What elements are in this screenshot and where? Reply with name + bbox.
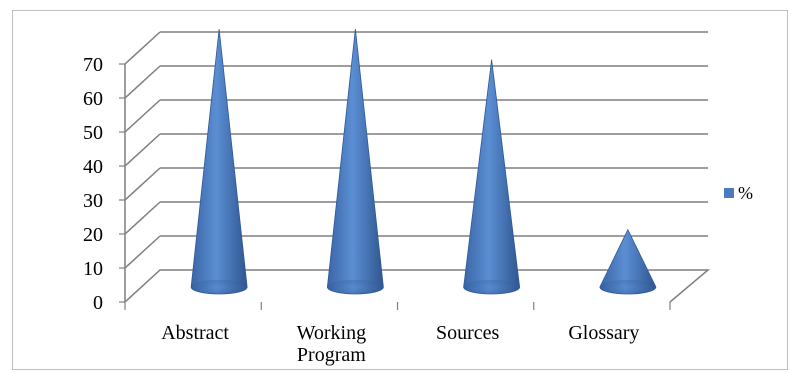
legend-swatch [724,188,734,198]
x-axis-categories: Abstract Working Program Sources Glossary [161,322,639,366]
cone-body [190,28,248,295]
cone-base [191,280,248,294]
cone-base [463,280,520,294]
gridline-side [124,65,161,99]
gridline-side [124,99,161,133]
chart-walls [124,31,711,310]
y-tick-label: 40 [83,156,103,178]
category-label: Sources [436,322,500,344]
category-label: Glossary [568,322,639,344]
cone-bar [190,28,248,295]
y-tick-label: 60 [83,88,103,110]
cone-base [599,280,656,294]
gridline-side [124,235,161,269]
cone-bar [599,228,657,295]
category-label: Abstract [161,322,229,344]
legend-label-percent: % [738,183,753,203]
cone-bar [326,28,384,295]
y-tick-label: 70 [83,54,103,76]
gridline-side [124,167,161,201]
category-label: Working Program [297,322,367,366]
cone-base [327,280,384,294]
gridline-side [124,31,161,65]
chart-floor [124,269,711,303]
cone-body [463,59,521,295]
y-axis-ticks: 0 10 20 30 40 50 60 70 [83,54,125,314]
cone-body [326,28,384,295]
cone-series [190,28,657,295]
y-tick-label: 30 [83,190,103,212]
legend: % [724,183,753,203]
chart-frame [12,10,788,370]
gridline-side [124,201,161,235]
gridline-side [124,133,161,167]
y-tick-label: 20 [83,224,103,246]
cone-bar [463,59,521,295]
y-tick-label: 10 [83,258,103,280]
y-tick-label: 0 [93,292,103,314]
y-tick-label: 50 [83,122,103,144]
